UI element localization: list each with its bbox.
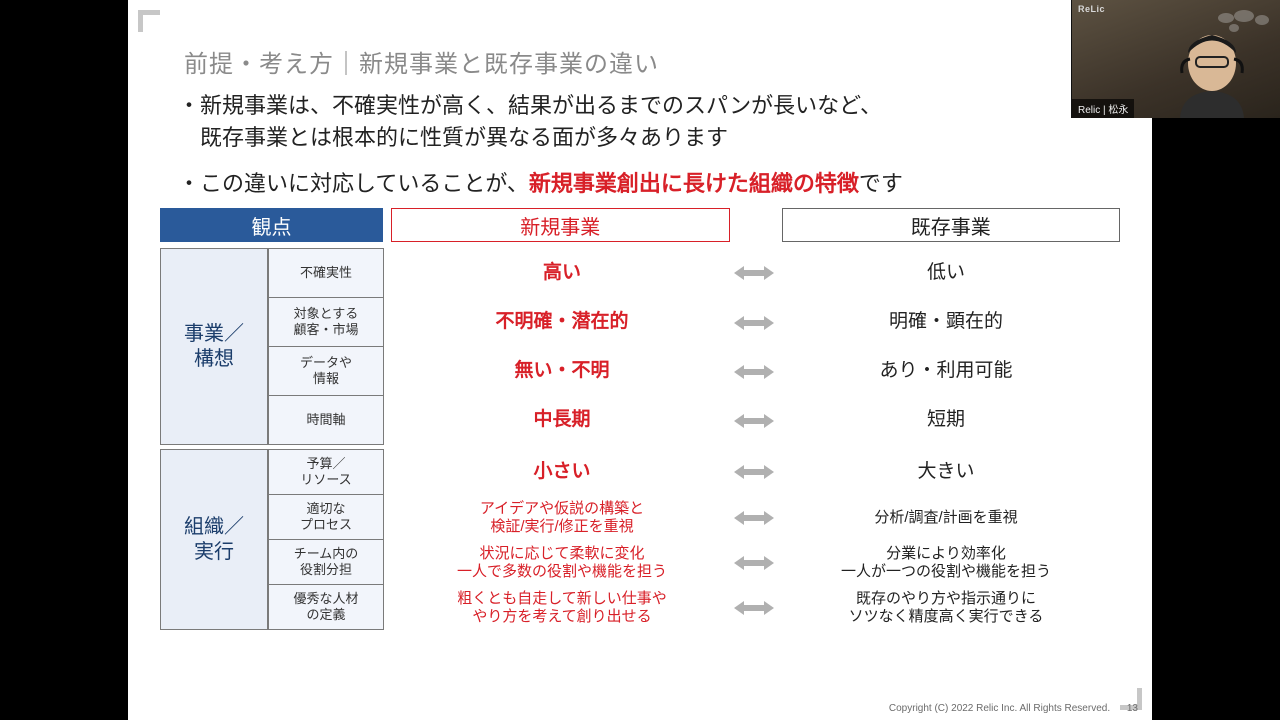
sub-label: 優秀な人材の定義 [268,584,384,630]
value-column: 小さい 大きいアイデアや仮説の構築と検証/実行/修正を重視 分析/調査/計画を重視状… [384,449,1116,630]
table-body: 事業／構想不確実性対象とする顧客・市場データや情報時間軸高い低い不明確・潜在的明… [160,248,1120,630]
bullet-2c: です [859,171,903,196]
newbiz-value: 粗くとも自走して新しい仕事ややり方を考えて創り出せる [392,590,732,626]
copyright: Copyright (C) 2022 Relic Inc. All Rights… [889,703,1110,714]
slide: 前提・考え方｜新規事業と既存事業の違い ・ 新規事業は、不確実性が高く、結果が出… [128,0,1152,720]
double-arrow-icon [732,554,776,572]
group-label: 組織／実行 [160,449,268,630]
webcam-overlay: ReLic Relic | 松永 [1071,0,1280,118]
double-arrow-icon [732,314,776,332]
double-arrow-icon [732,509,776,527]
corner-tl [138,10,160,32]
newbiz-value: 不明確・潜在的 [392,311,732,334]
table-group: 組織／実行予算／リソース適切なプロセスチーム内の役割分担優秀な人材の定義小さい大… [160,449,1120,630]
header-viewpoint: 観点 [160,208,383,242]
oldbiz-value: 低い [776,262,1116,285]
sub-label: 適切なプロセス [268,494,384,540]
oldbiz-value: 大きい [776,461,1116,484]
bullet-2a: この違いに対応していることが、 [200,171,529,196]
table-row: 高い 低い [392,248,1116,298]
footer: Copyright (C) 2022 Relic Inc. All Rights… [889,703,1138,714]
bullet-2b-emphasis: 新規事業創出に長けた組織の特徴 [529,171,859,196]
sub-label: チーム内の役割分担 [268,539,384,585]
slide-title: 前提・考え方｜新規事業と既存事業の違い [184,44,659,79]
bullet-dot: ・ [178,168,200,200]
sub-label: 対象とする顧客・市場 [268,297,384,347]
sub-label: 不確実性 [268,248,384,298]
newbiz-value: 高い [392,262,732,285]
double-arrow-icon [732,599,776,617]
oldbiz-value: 分析/調査/計画を重視 [776,509,1116,527]
presenter-avatar [1150,23,1270,118]
table-row: 中長期 短期 [392,396,1116,445]
table-row: 小さい 大きい [392,449,1116,495]
bullet-2-text: この違いに対応していることが、新規事業創出に長けた組織の特徴です [200,168,903,200]
oldbiz-value: 明確・顕在的 [776,311,1116,334]
header-newbiz: 新規事業 [391,208,730,242]
bullet-1: ・ 新規事業は、不確実性が高く、結果が出るまでのスパンが長いなど、 既存事業とは… [178,90,1112,154]
sub-label: 時間軸 [268,395,384,445]
oldbiz-value: 分業により効率化一人が一つの役割や機能を担う [776,545,1116,581]
oldbiz-value: 既存のやり方や指示通りにソツなく精度高く実行できる [776,590,1116,626]
sub-label: 予算／リソース [268,449,384,495]
double-arrow-icon [732,363,776,381]
double-arrow-icon [732,264,776,282]
newbiz-value: 中長期 [392,409,732,432]
bullet-1a: 新規事業は、不確実性が高く、結果が出るまでのスパンが長いなど、 [200,93,882,118]
header-oldbiz: 既存事業 [782,208,1121,242]
oldbiz-value: 短期 [776,409,1116,432]
value-column: 高い 低い不明確・潜在的 明確・顕在的無い・不明 あり・利用可能中長期 短期 [384,248,1116,445]
table-row: 粗くとも自走して新しい仕事ややり方を考えて創り出せる 既存のやり方や指示通りにソツ… [392,585,1116,630]
bullet-1-text: 新規事業は、不確実性が高く、結果が出るまでのスパンが長いなど、 既存事業とは根本… [200,90,882,154]
table-row: 状況に応じて柔軟に変化一人で多数の役割や機能を担う 分業により効率化一人が一つの役… [392,540,1116,585]
newbiz-value: アイデアや仮説の構築と検証/実行/修正を重視 [392,500,732,536]
bullet-2: ・ この違いに対応していることが、新規事業創出に長けた組織の特徴です [178,168,1112,200]
table-row: アイデアや仮説の構築と検証/実行/修正を重視 分析/調査/計画を重視 [392,495,1116,540]
newbiz-value: 小さい [392,461,732,484]
oldbiz-value: あり・利用可能 [776,360,1116,383]
webcam-brand: ReLic [1078,4,1105,14]
table-row: 不明確・潜在的 明確・顕在的 [392,298,1116,347]
webcam-name: Relic | 松永 [1072,99,1134,118]
newbiz-value: 無い・不明 [392,360,732,383]
stage: 前提・考え方｜新規事業と既存事業の違い ・ 新規事業は、不確実性が高く、結果が出… [0,0,1280,720]
table-header-row: 観点 新規事業 既存事業 [160,208,1120,242]
comparison-table: 観点 新規事業 既存事業 事業／構想不確実性対象とする顧客・市場データや情報時間… [160,208,1120,630]
double-arrow-icon [732,412,776,430]
bullet-1b: 既存事業とは根本的に性質が異なる面が多々あります [200,125,728,150]
sub-label: データや情報 [268,346,384,396]
table-row: 無い・不明 あり・利用可能 [392,347,1116,396]
group-label: 事業／構想 [160,248,268,445]
table-group: 事業／構想不確実性対象とする顧客・市場データや情報時間軸高い低い不明確・潜在的明… [160,248,1120,445]
bullet-dot: ・ [178,90,200,122]
sub-column: 予算／リソース適切なプロセスチーム内の役割分担優秀な人材の定義 [268,449,384,630]
page-number: 13 [1127,703,1138,714]
sub-column: 不確実性対象とする顧客・市場データや情報時間軸 [268,248,384,445]
bullet-list: ・ 新規事業は、不確実性が高く、結果が出るまでのスパンが長いなど、 既存事業とは… [178,84,1112,200]
double-arrow-icon [732,463,776,481]
newbiz-value: 状況に応じて柔軟に変化一人で多数の役割や機能を担う [392,545,732,581]
